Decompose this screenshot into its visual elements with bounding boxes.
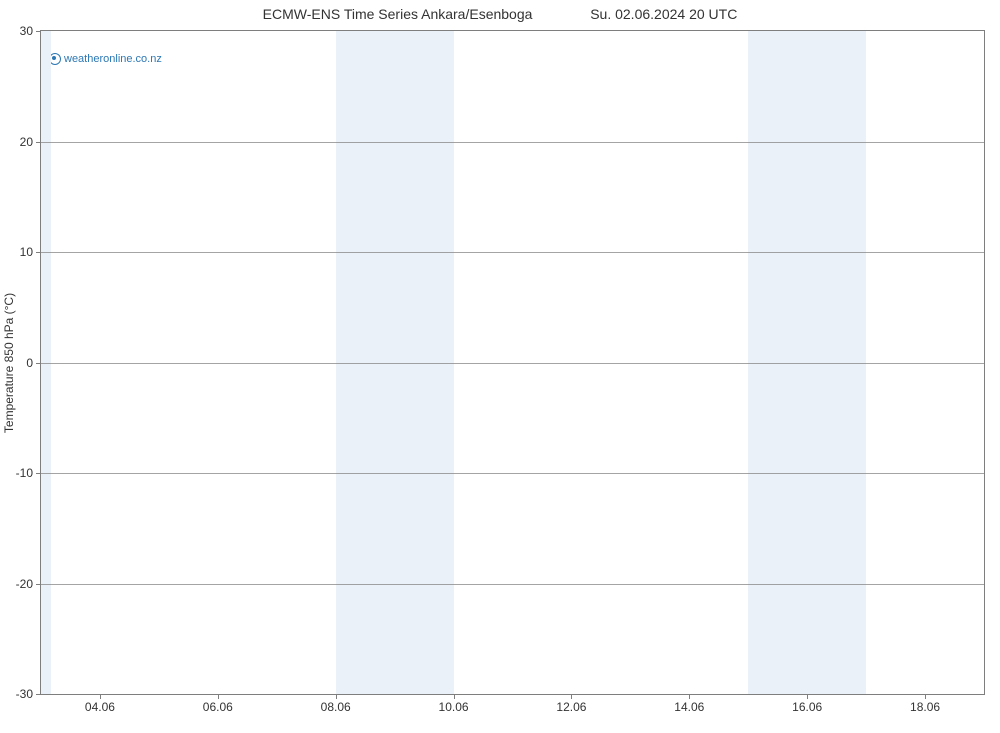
x-tick-label: 16.06 — [792, 700, 822, 714]
y-gridline — [41, 473, 984, 474]
y-tick — [36, 252, 41, 253]
x-tick-label: 06.06 — [203, 700, 233, 714]
watermark-text: weatheronline.co.nz — [64, 53, 162, 65]
y-tick-label: -30 — [16, 687, 33, 701]
chart-title-right: Su. 02.06.2024 20 UTC — [590, 6, 737, 22]
y-tick — [36, 584, 41, 585]
y-tick — [36, 363, 41, 364]
x-tick-label: 14.06 — [674, 700, 704, 714]
y-gridline — [41, 252, 984, 253]
y-gridline — [41, 584, 984, 585]
chart-title-row: ECMW-ENS Time Series Ankara/Esenboga Su.… — [0, 6, 1000, 22]
x-tick-label: 12.06 — [556, 700, 586, 714]
y-gridline — [41, 142, 984, 143]
x-tick — [218, 694, 219, 699]
x-tick — [689, 694, 690, 699]
y-tick-label: 30 — [20, 24, 33, 38]
x-tick — [336, 694, 337, 699]
y-tick-label: 20 — [20, 135, 33, 149]
watermark: weatheronline.co.nz — [49, 53, 162, 65]
x-tick-label: 08.06 — [321, 700, 351, 714]
x-tick — [100, 694, 101, 699]
y-tick-label: -10 — [16, 466, 33, 480]
y-tick — [36, 31, 41, 32]
x-tick — [925, 694, 926, 699]
chart-title-left: ECMW-ENS Time Series Ankara/Esenboga — [263, 6, 533, 22]
y-tick — [36, 142, 41, 143]
y-tick — [36, 473, 41, 474]
y-gridline — [41, 363, 984, 364]
y-tick-label: 0 — [26, 356, 33, 370]
x-tick-label: 10.06 — [439, 700, 469, 714]
chart-container: { "header": { "title_left": "ECMW-ENS Ti… — [0, 0, 1000, 733]
y-tick — [36, 694, 41, 695]
y-tick-label: -20 — [16, 577, 33, 591]
x-tick-label: 18.06 — [910, 700, 940, 714]
x-tick-label: 04.06 — [85, 700, 115, 714]
y-axis-title: Temperature 850 hPa (°C) — [2, 292, 16, 432]
x-tick — [571, 694, 572, 699]
y-tick-label: 10 — [20, 245, 33, 259]
x-tick — [454, 694, 455, 699]
plot-area: Temperature 850 hPa (°C) weatheronline.c… — [40, 30, 985, 695]
x-tick — [807, 694, 808, 699]
